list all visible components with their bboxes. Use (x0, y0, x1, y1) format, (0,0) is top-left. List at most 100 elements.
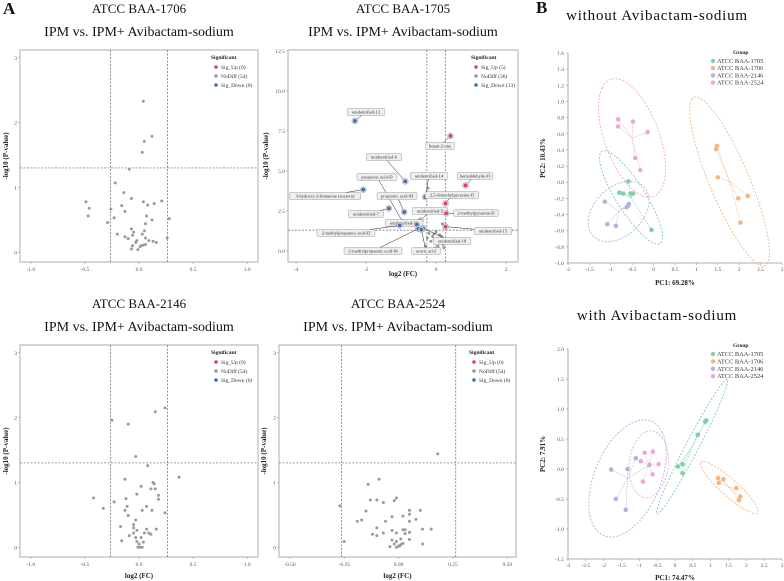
nodiff-point (126, 422, 130, 426)
point-label: propionic acid-M (381, 194, 413, 199)
legend-up-marker (472, 360, 476, 364)
legend-nodiff-marker (214, 74, 218, 78)
nodiff-point (145, 504, 149, 508)
nodiff-point (134, 536, 138, 540)
panel-a-label: A (3, 0, 16, 18)
y-tick-label: -0.2 (555, 196, 564, 202)
point-label-box (348, 210, 384, 218)
centroid-spoke-line (623, 193, 632, 198)
nodiff-point (381, 531, 385, 535)
x-tick-label: 0.0 (136, 562, 143, 568)
x-tick-label: -2 (566, 267, 571, 273)
x-axis-label: log2 (FC) (389, 270, 418, 278)
x-tick-label: 0.5 (190, 267, 197, 273)
legend-title: Significant (211, 55, 237, 61)
x-tick-label: -1 (609, 267, 614, 273)
sample-point (695, 432, 701, 438)
sample-point (680, 470, 685, 476)
centroid-spoke-line (729, 181, 741, 223)
nodiff-point (131, 244, 135, 248)
chart-subtitle: IPM vs. IPM+ Avibactam-sodium (44, 25, 234, 40)
y-tick-label: 12.5 (275, 49, 285, 55)
y-tick-label: 1.0 (557, 99, 564, 105)
nodiff-point (135, 492, 139, 496)
nodiff-point (142, 531, 146, 535)
legend-title: Group (733, 50, 749, 56)
nodiff-point (141, 200, 145, 204)
nodiff-point (119, 525, 123, 529)
nodiff-point (388, 545, 392, 549)
sample-point (642, 450, 647, 456)
nodiff-point (414, 517, 418, 521)
nodiff-point (338, 504, 342, 508)
nodiff-point (113, 181, 117, 185)
sample-point (715, 175, 721, 180)
confidence-ellipse (656, 378, 729, 515)
point-label-box (384, 219, 424, 227)
y-tick-label: 0.6 (557, 132, 564, 138)
x-tick-label: 1.5 (725, 563, 732, 569)
sample-point (721, 476, 726, 482)
legend-up-marker (214, 65, 218, 69)
x-axis-label: log2 (FC) (125, 572, 154, 580)
nodiff-point (139, 536, 143, 540)
confidence-ellipse (587, 180, 650, 243)
nodiff-point (112, 216, 116, 220)
x-tick-label: 0 (674, 563, 677, 569)
nodiff-point (399, 537, 403, 541)
sig-down-point (403, 179, 408, 184)
nodiff-point (153, 487, 157, 491)
sample-point (617, 190, 622, 196)
x-tick-label: 0 (652, 267, 655, 273)
y-tick-label: 7.5 (278, 129, 285, 135)
nodiff-point (110, 418, 114, 422)
point-label-box (366, 153, 402, 161)
nodiff-point (120, 204, 124, 208)
y-tick-label: -0.6 (555, 229, 564, 235)
nodiff-point (123, 477, 127, 481)
confidence-ellipse (628, 430, 669, 499)
centroid-spoke-line (627, 458, 637, 479)
legend-marker (710, 80, 716, 85)
centroid-spoke-line (627, 464, 650, 479)
y-tick-label: 1 (14, 480, 17, 486)
sample-point (615, 116, 621, 122)
nodiff-point (86, 214, 90, 218)
nodiff-point (134, 518, 138, 522)
nodiff-point (431, 235, 435, 239)
nodiff-point (390, 528, 394, 532)
x-tick-label: -4 (294, 267, 299, 273)
legend-title: Significant (211, 350, 237, 356)
point-label: unidentified-12 (352, 110, 381, 115)
x-tick-label: 1 (695, 267, 698, 273)
x-tick-label: -2 (601, 563, 606, 569)
sample-point (605, 221, 610, 227)
nodiff-point (427, 231, 431, 235)
chart-subtitle: IPM vs. IPM+ Avibactam-sodium (308, 25, 498, 40)
sample-point (713, 146, 719, 152)
legend-down-marker (474, 83, 478, 87)
nodiff-point (123, 209, 127, 213)
nodiff-point (129, 247, 133, 251)
y-tick-label: 3 (14, 351, 17, 357)
chart-3: ATCC BAA-2524 IPM vs. IPM+ Avibactam-sodi… (260, 296, 517, 580)
legend-up-marker (474, 65, 478, 69)
nodiff-point (142, 139, 146, 143)
sample-point (715, 475, 721, 481)
nodiff-point (149, 532, 153, 536)
nodiff-point (140, 232, 144, 236)
legend-marker (710, 359, 716, 364)
centroid-spoke-line (691, 421, 706, 447)
centroid-spoke-line (615, 478, 628, 500)
nodiff-point (366, 482, 370, 486)
nodiff-point (145, 527, 149, 531)
nodiff-point (145, 214, 149, 218)
sig-down-point (352, 118, 357, 123)
nodiff-point (421, 542, 425, 546)
legend-label: ATCC BAA-1706 (717, 65, 763, 72)
sample-point (626, 201, 632, 207)
y-axis-label: -log10 (P-value) (260, 427, 268, 475)
legend-down-label: Sig_Down (0) (221, 82, 252, 89)
plot-frame (19, 49, 259, 263)
x-tick-label: 0.5 (190, 562, 197, 568)
